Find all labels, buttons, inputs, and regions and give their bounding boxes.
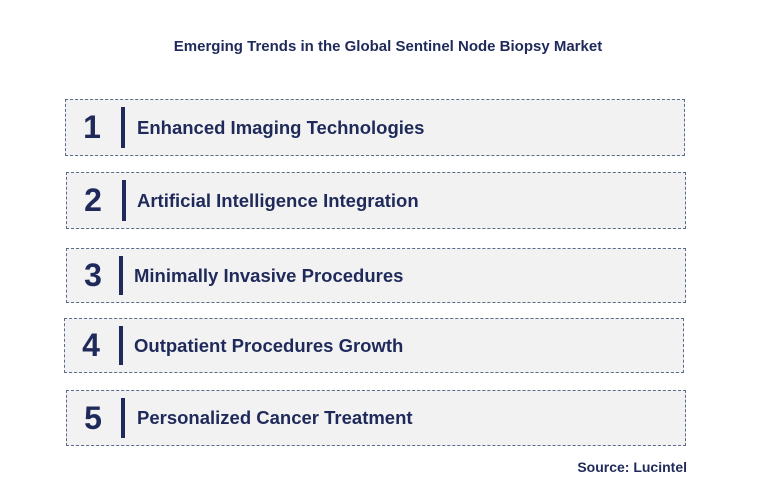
trend-number: 3 [84,257,102,293]
trend-item-1: 1 Enhanced Imaging Technologies [65,99,685,156]
diagram-title: Emerging Trends in the Global Sentinel N… [173,38,603,55]
trend-divider [122,180,126,221]
trend-label: Personalized Cancer Treatment [137,407,413,428]
trend-number: 2 [84,182,102,218]
trend-number: 1 [83,109,101,145]
trend-label: Outpatient Procedures Growth [134,334,404,356]
trend-divider [121,107,125,148]
trend-divider [119,326,123,365]
trend-item-4: 4 Outpatient Procedures Growth [64,318,684,373]
trend-number: 5 [84,399,102,436]
trend-label: Minimally Invasive Procedures [134,264,404,286]
trend-item-2: 2 Artificial Intelligence Integration [66,172,686,229]
trend-label: Enhanced Imaging Technologies [137,116,425,138]
trend-item-5: 5 Personalized Cancer Treatment [66,390,686,446]
trend-item-3: 3 Minimally Invasive Procedures [66,248,686,303]
trend-label: Artificial Intelligence Integration [137,189,419,211]
trend-divider [121,398,125,438]
source-note: Source: Lucintel [577,459,687,475]
trend-number: 4 [82,327,100,363]
trend-divider [119,256,123,295]
